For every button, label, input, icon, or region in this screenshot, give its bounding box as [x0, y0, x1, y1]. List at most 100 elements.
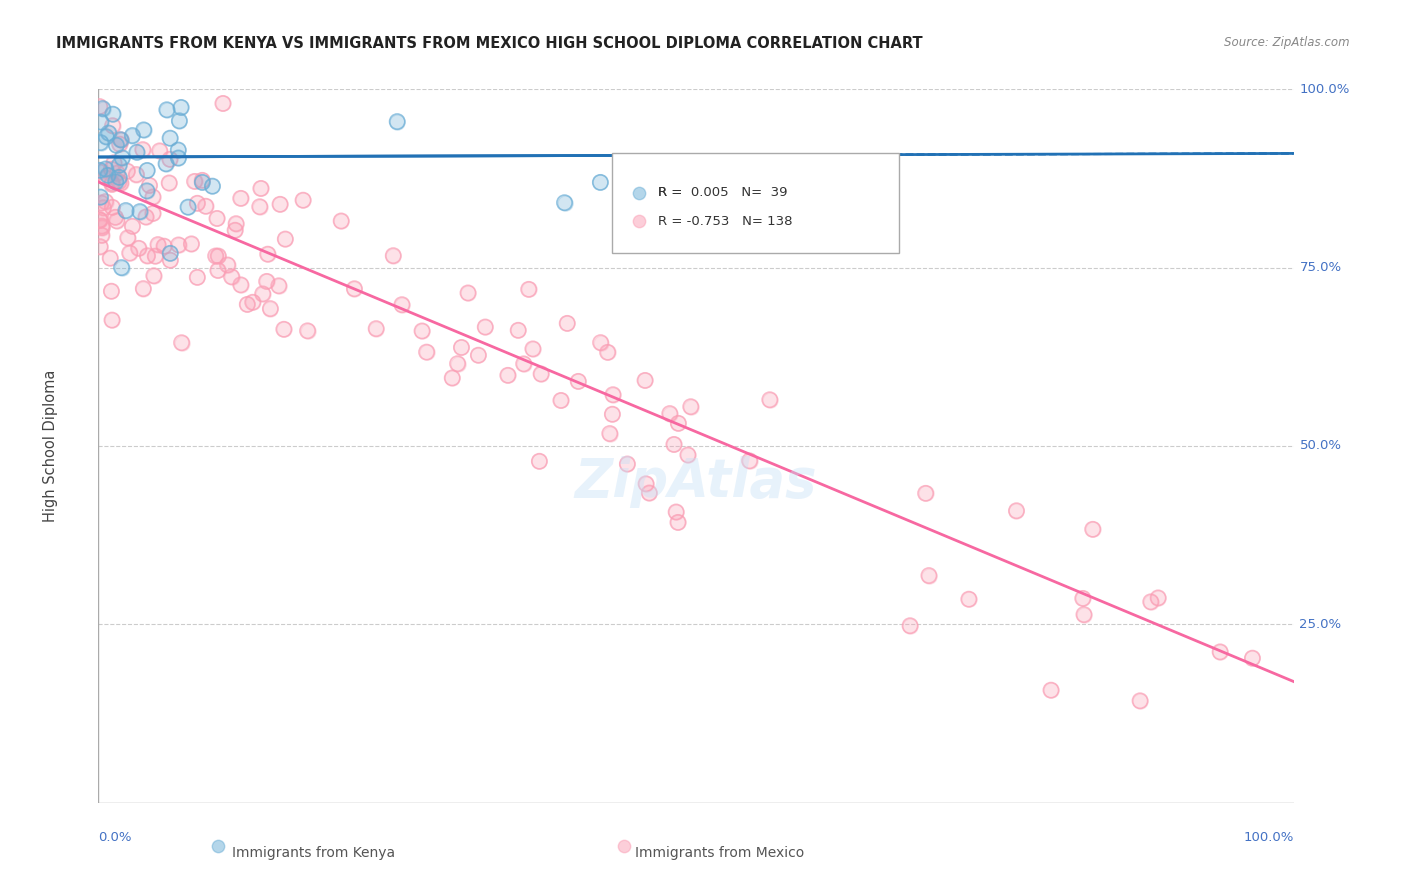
Point [385, 114, 409, 128]
Text: Source: ZipAtlas.com: Source: ZipAtlas.com [1225, 36, 1350, 49]
Point [529, 454, 551, 468]
Point [128, 241, 150, 255]
Point [135, 210, 157, 224]
Point [236, 297, 259, 311]
Point [1129, 694, 1152, 708]
Point [207, 249, 229, 263]
Point [104, 211, 127, 225]
Point [89, 190, 111, 204]
Point [249, 200, 271, 214]
Point [242, 295, 264, 310]
Point [391, 298, 413, 312]
Point [180, 236, 202, 251]
Point [665, 505, 688, 519]
Point [1147, 591, 1170, 605]
Point [411, 324, 433, 338]
Point [217, 258, 239, 272]
Point [90, 115, 112, 129]
Point [914, 486, 936, 500]
Point [221, 269, 243, 284]
Point [191, 175, 214, 189]
Point [108, 137, 131, 152]
Point [101, 200, 124, 214]
Point [110, 260, 132, 275]
Point [89, 240, 111, 254]
Point [256, 275, 278, 289]
Text: ZipAtlas: ZipAtlas [575, 456, 817, 508]
Point [666, 417, 689, 431]
Point [110, 133, 132, 147]
Point [183, 174, 205, 188]
Point [205, 211, 228, 226]
Point [634, 374, 657, 388]
Point [512, 357, 534, 371]
Point [132, 123, 155, 137]
Point [104, 175, 127, 189]
Point [1241, 651, 1264, 665]
Point [382, 249, 405, 263]
Point [180, 236, 202, 251]
Point [207, 263, 229, 277]
Point [115, 203, 138, 218]
Point [159, 131, 181, 145]
Point [599, 426, 621, 441]
Point [108, 170, 131, 185]
Point [450, 341, 472, 355]
Text: 0.0%: 0.0% [98, 831, 132, 845]
Point [1209, 645, 1232, 659]
Point [602, 387, 624, 401]
Point [957, 592, 980, 607]
Point [914, 486, 936, 500]
Point [167, 151, 190, 165]
Point [155, 157, 177, 171]
Point [170, 100, 193, 114]
Point [103, 155, 125, 169]
Point [665, 505, 688, 519]
Point [128, 204, 150, 219]
Point [292, 193, 315, 207]
Point [1071, 591, 1094, 606]
Point [108, 158, 131, 172]
Point [242, 295, 264, 310]
Point [267, 278, 290, 293]
Point [550, 393, 572, 408]
Point [97, 126, 120, 140]
Point [256, 247, 278, 261]
Point [125, 168, 148, 182]
Point [110, 176, 132, 190]
Point [662, 437, 685, 451]
Point [221, 269, 243, 284]
Point [638, 486, 661, 500]
Point [91, 102, 114, 116]
Point [679, 400, 702, 414]
Point [101, 119, 124, 133]
Point [100, 162, 122, 177]
Point [256, 247, 278, 261]
Point [96, 171, 118, 186]
Point [149, 144, 172, 158]
Point [142, 268, 165, 283]
Point [100, 162, 122, 177]
Point [613, 838, 636, 853]
Point [617, 202, 640, 217]
Point [554, 195, 576, 210]
Point [143, 249, 166, 263]
Point [1241, 651, 1264, 665]
Point [108, 170, 131, 185]
Point [441, 371, 464, 385]
Point [121, 219, 143, 234]
Point [658, 407, 681, 421]
Point [330, 214, 353, 228]
Point [101, 107, 124, 121]
Point [589, 175, 612, 189]
Point [111, 151, 134, 165]
Text: R =  0.005   N=  39: R = 0.005 N= 39 [658, 186, 787, 199]
Point [474, 320, 496, 334]
Point [136, 249, 159, 263]
Point [90, 136, 112, 150]
Point [567, 375, 589, 389]
Point [828, 158, 851, 172]
Point [634, 374, 657, 388]
Point [252, 286, 274, 301]
Point [638, 486, 661, 500]
